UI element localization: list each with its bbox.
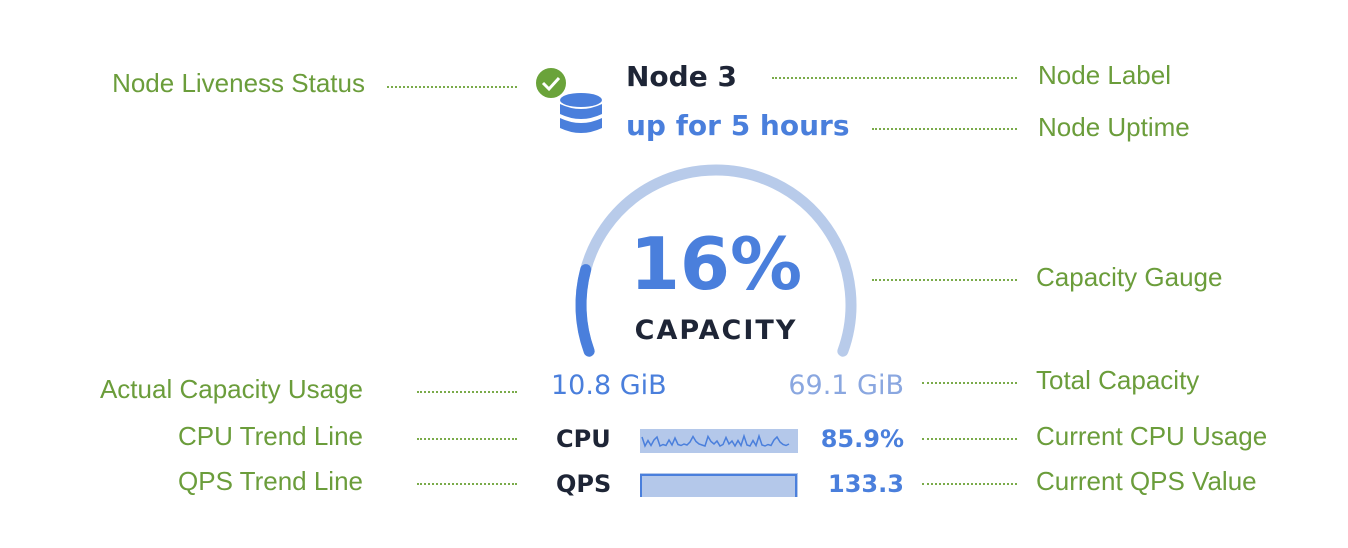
annotation-total-capacity: Total Capacity xyxy=(1036,365,1200,395)
leader-line xyxy=(417,391,517,393)
qps-value: 133.3 xyxy=(828,470,904,498)
annotation-liveness: Node Liveness Status xyxy=(112,68,365,98)
annotation-node-label: Node Label xyxy=(1038,60,1171,90)
cpu-label: CPU xyxy=(556,425,611,453)
database-icon xyxy=(560,93,602,133)
leader-line xyxy=(872,128,1017,130)
leader-line xyxy=(772,77,1017,79)
capacity-total: 69.1 GiB xyxy=(788,370,904,401)
capacity-caption: CAPACITY xyxy=(634,315,798,346)
qps-sparkline xyxy=(640,473,798,497)
leader-line xyxy=(922,438,1017,440)
leader-line xyxy=(387,86,517,88)
annotation-actual-usage: Actual Capacity Usage xyxy=(99,374,363,404)
annotation-gauge: Capacity Gauge xyxy=(1036,262,1223,292)
capacity-used: 10.8 GiB xyxy=(551,370,667,401)
annotation-qps-trend: QPS Trend Line xyxy=(178,466,363,496)
annotation-qps-current: Current QPS Value xyxy=(1036,466,1257,496)
leader-line xyxy=(922,382,1017,384)
qps-trend-line xyxy=(640,474,797,497)
leader-line xyxy=(417,438,517,440)
qps-label: QPS xyxy=(556,470,612,498)
gauge-fill xyxy=(575,264,595,357)
capacity-percent: 16% xyxy=(629,222,803,306)
capacity-gauge xyxy=(575,164,857,357)
leader-line xyxy=(872,279,1017,281)
node-label: Node 3 xyxy=(626,60,737,93)
leader-line xyxy=(417,483,517,485)
cpu-sparkline xyxy=(640,429,798,453)
check-circle-icon xyxy=(534,66,568,100)
annotation-cpu-trend: CPU Trend Line xyxy=(178,421,363,451)
annotation-uptime: Node Uptime xyxy=(1038,112,1190,142)
node-uptime: up for 5 hours xyxy=(626,109,850,142)
annotation-cpu-current: Current CPU Usage xyxy=(1036,421,1268,451)
cpu-value: 85.9% xyxy=(820,425,904,453)
cpu-trend-line xyxy=(641,433,790,448)
node-icon-group xyxy=(534,66,602,133)
leader-line xyxy=(922,483,1017,485)
